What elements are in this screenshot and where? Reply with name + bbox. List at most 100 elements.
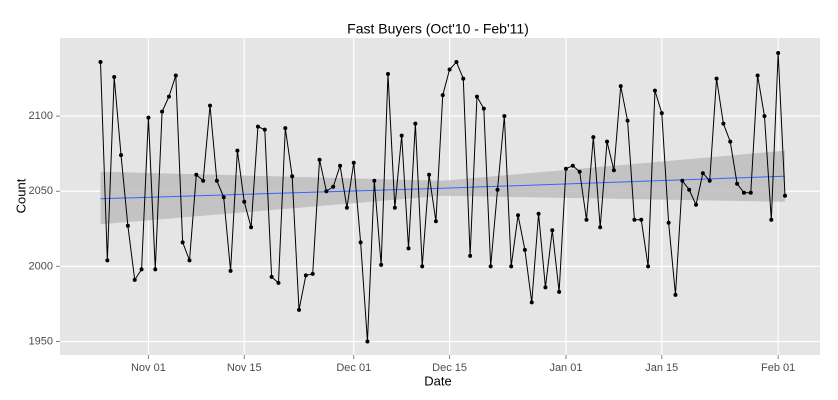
- data-point: [605, 139, 610, 144]
- data-point: [290, 174, 295, 179]
- data-point: [372, 178, 377, 183]
- data-point: [440, 93, 445, 98]
- data-point: [646, 264, 651, 269]
- data-point: [146, 115, 151, 120]
- data-point: [666, 220, 671, 225]
- data-point: [303, 273, 308, 278]
- data-point: [194, 172, 199, 177]
- data-point: [769, 217, 774, 222]
- data-point: [344, 205, 349, 210]
- data-point: [105, 258, 110, 263]
- data-point: [208, 103, 213, 108]
- data-point: [433, 219, 438, 224]
- data-point: [242, 199, 247, 204]
- data-point: [474, 94, 479, 99]
- data-point: [680, 178, 685, 183]
- data-point: [173, 73, 178, 78]
- data-point: [214, 178, 219, 183]
- chart-title: Fast Buyers (Oct'10 - Feb'11): [347, 21, 529, 37]
- x-tick-label: Dec 15: [432, 362, 467, 374]
- data-point: [700, 171, 705, 176]
- data-point: [659, 111, 664, 116]
- data-point: [406, 246, 411, 251]
- data-point: [577, 169, 582, 174]
- data-point: [461, 76, 466, 81]
- data-point: [420, 264, 425, 269]
- data-point: [262, 127, 267, 132]
- data-point: [618, 84, 623, 89]
- data-point: [338, 163, 343, 168]
- data-point: [598, 225, 603, 230]
- data-point: [180, 240, 185, 245]
- data-point: [522, 247, 527, 252]
- data-point: [228, 268, 233, 273]
- data-point: [673, 292, 678, 297]
- x-tick-label: Nov 01: [131, 362, 166, 374]
- data-point: [221, 195, 226, 200]
- data-point: [783, 193, 787, 198]
- data-point: [611, 168, 616, 173]
- data-point: [98, 60, 103, 65]
- data-point: [399, 133, 404, 138]
- data-point: [625, 118, 630, 123]
- data-point: [516, 213, 521, 218]
- data-point: [447, 67, 452, 72]
- data-point: [187, 258, 192, 263]
- data-point: [468, 253, 473, 258]
- data-point: [557, 289, 562, 294]
- x-tick-label: Feb 01: [761, 362, 795, 374]
- data-point: [139, 267, 144, 272]
- data-point: [454, 60, 459, 65]
- y-tick-label: 2000: [29, 260, 53, 272]
- marks: [98, 51, 787, 344]
- data-point: [269, 274, 274, 279]
- data-point: [776, 51, 781, 56]
- data-point: [632, 217, 637, 222]
- data-point: [119, 153, 124, 158]
- data-point: [550, 228, 555, 233]
- data-point: [379, 262, 384, 267]
- y-tick-label: 2100: [29, 110, 53, 122]
- data-point: [714, 76, 719, 81]
- data-point: [112, 75, 117, 80]
- data-point: [125, 223, 130, 228]
- data-point: [687, 187, 692, 192]
- data-point: [707, 178, 712, 183]
- data-point: [570, 163, 575, 168]
- data-point: [502, 114, 507, 119]
- data-point: [351, 160, 356, 165]
- data-point: [543, 285, 548, 290]
- data-point: [413, 121, 418, 126]
- data-point: [563, 166, 568, 171]
- x-tick-label: Nov 15: [227, 362, 262, 374]
- x-tick-label: Jan 01: [549, 362, 582, 374]
- data-point: [317, 157, 322, 162]
- data-point: [132, 277, 137, 282]
- data-point: [365, 339, 370, 344]
- data-point: [297, 307, 302, 312]
- x-tick-label: Jan 15: [645, 362, 678, 374]
- data-point: [536, 211, 541, 216]
- data-point: [310, 271, 315, 276]
- data-point: [235, 148, 240, 153]
- y-axis-title: Count: [13, 178, 28, 213]
- data-point: [495, 187, 500, 192]
- x-tick-label: Dec 01: [336, 362, 371, 374]
- data-point: [735, 181, 740, 186]
- data-point: [276, 280, 281, 285]
- data-point: [249, 225, 254, 230]
- data-point: [283, 126, 288, 131]
- data-point: [652, 88, 657, 93]
- data-point: [584, 217, 589, 222]
- data-point: [201, 178, 206, 183]
- data-point: [748, 190, 753, 195]
- data-point: [488, 264, 493, 269]
- data-point: [358, 240, 363, 245]
- data-point: [721, 121, 726, 126]
- y-tick-label: 2050: [29, 185, 53, 197]
- data-point: [509, 264, 514, 269]
- data-point: [324, 189, 329, 194]
- data-point: [529, 300, 534, 305]
- data-point: [331, 184, 336, 189]
- data-point: [166, 94, 171, 99]
